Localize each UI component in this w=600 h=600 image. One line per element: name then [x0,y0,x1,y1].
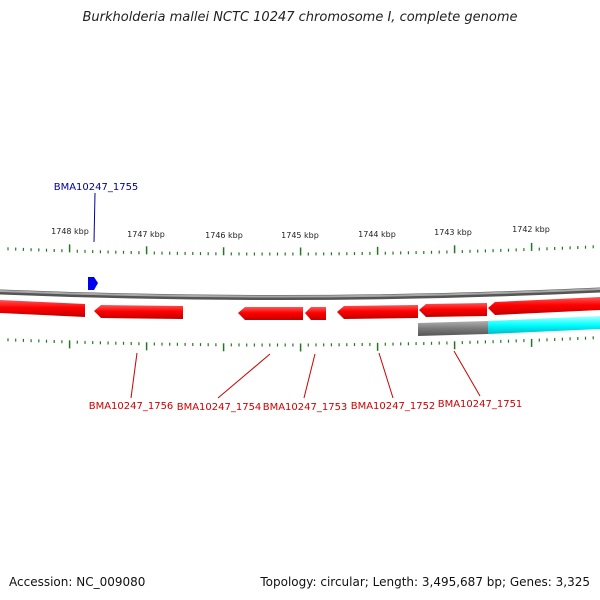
gene-bma10247-1755[interactable] [88,277,98,290]
kbp-labels: 1748 kbp 1747 kbp 1746 kbp 1745 kbp 1744… [51,225,550,240]
leader-line [217,353,271,399]
kbp-label: 1745 kbp [281,231,319,240]
gene-label-bma10247-1752[interactable]: BMA10247_1752 [351,401,436,412]
kbp-ruler-top [7,242,594,256]
kbp-label: 1744 kbp [358,230,396,239]
reverse-strand-genes [0,297,600,320]
leader-line [378,352,394,399]
gene-bma10247-1757[interactable] [0,300,85,317]
gene-bma10247-1756[interactable] [94,305,183,319]
gene-bma10247-1754[interactable] [238,307,303,320]
leader-line [93,192,96,243]
leader-line [130,352,138,399]
kbp-label: 1743 kbp [434,228,472,237]
leader-line [453,350,481,397]
leader-line [303,353,316,399]
genome-summary-text: Topology: circular; Length: 3,495,687 bp… [260,575,590,589]
kbp-label: 1746 kbp [205,231,243,240]
chromosome-backbone-highlight [0,288,600,298]
gene-label-bma10247-1751[interactable]: BMA10247_1751 [438,399,523,410]
feature-cyan [488,316,600,334]
kbp-label: 1742 kbp [512,225,550,234]
kbp-label: 1748 kbp [51,227,89,236]
gene-bma10247-1750[interactable] [488,297,600,315]
kbp-label: 1747 kbp [127,230,165,239]
genome-title: Burkholderia mallei NCTC 10247 chromosom… [82,10,518,25]
gene-bma10247-1752[interactable] [337,305,418,319]
feature-grey [418,321,488,336]
kbp-ruler-bottom [7,336,594,352]
gene-label-bma10247-1755[interactable]: BMA10247_1755 [54,182,139,193]
gene-label-bma10247-1756[interactable]: BMA10247_1756 [89,401,174,412]
gene-label-bma10247-1753[interactable]: BMA10247_1753 [263,402,348,413]
accession-text: Accession: NC_009080 [9,575,146,589]
gene-leader-lines [93,192,481,399]
gene-bma10247-1753[interactable] [305,307,326,320]
gene-bma10247-1751[interactable] [419,303,487,317]
gene-label-bma10247-1754[interactable]: BMA10247_1754 [177,402,262,413]
